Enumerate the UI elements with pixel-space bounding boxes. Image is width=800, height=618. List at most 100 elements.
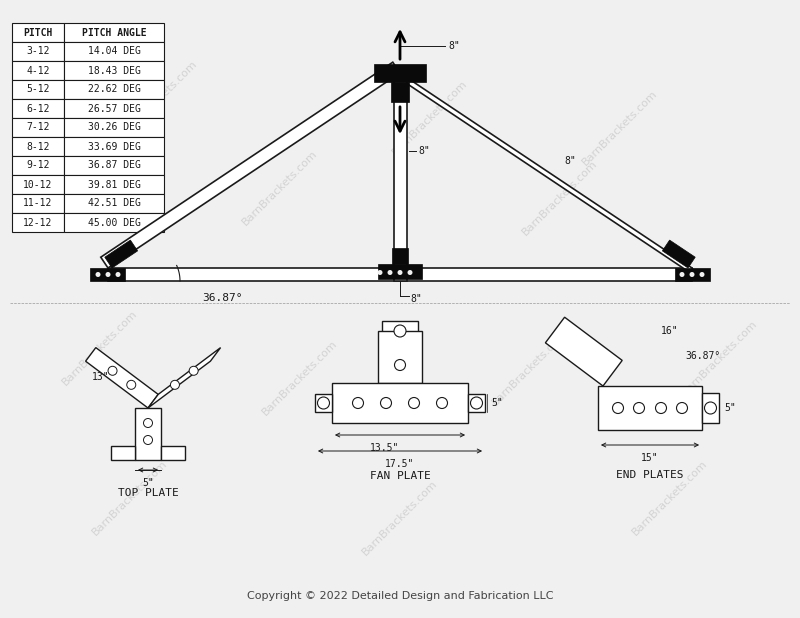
Polygon shape <box>662 240 695 268</box>
Text: 4-12: 4-12 <box>26 66 50 75</box>
Text: 33.69 DEG: 33.69 DEG <box>87 142 141 151</box>
Circle shape <box>407 270 413 275</box>
Text: 8-12: 8-12 <box>26 142 50 151</box>
Polygon shape <box>64 118 164 137</box>
Polygon shape <box>394 73 406 281</box>
Text: 15": 15" <box>641 453 659 463</box>
Text: PITCH ANGLE: PITCH ANGLE <box>82 27 146 38</box>
Polygon shape <box>135 408 161 460</box>
Circle shape <box>398 270 402 275</box>
Polygon shape <box>12 99 64 118</box>
Circle shape <box>189 366 198 375</box>
Polygon shape <box>12 213 64 232</box>
Polygon shape <box>12 61 64 80</box>
Text: 36.87 DEG: 36.87 DEG <box>87 161 141 171</box>
Polygon shape <box>400 73 699 279</box>
Circle shape <box>613 402 623 413</box>
Text: 13.5": 13.5" <box>370 443 400 453</box>
Text: 17.5": 17.5" <box>386 459 414 469</box>
Text: 7-12: 7-12 <box>26 122 50 132</box>
Text: BarnBrackets.com: BarnBrackets.com <box>390 78 470 158</box>
Text: 45.00 DEG: 45.00 DEG <box>87 218 141 227</box>
Text: 8": 8" <box>448 41 460 51</box>
Circle shape <box>318 397 330 409</box>
Text: 26.57 DEG: 26.57 DEG <box>87 103 141 114</box>
Polygon shape <box>392 248 408 264</box>
Text: 16": 16" <box>661 326 679 336</box>
Polygon shape <box>12 156 64 175</box>
Polygon shape <box>12 175 64 194</box>
Text: BarnBrackets.com: BarnBrackets.com <box>581 88 659 167</box>
Text: BarnBrackets.com: BarnBrackets.com <box>61 308 139 387</box>
Text: 36.87°: 36.87° <box>685 351 720 361</box>
Circle shape <box>655 402 666 413</box>
Text: 6-12: 6-12 <box>26 103 50 114</box>
Text: 9-12: 9-12 <box>26 161 50 171</box>
Text: BarnBrackets.com: BarnBrackets.com <box>490 329 570 407</box>
Text: 13": 13" <box>92 371 110 381</box>
Polygon shape <box>382 321 418 349</box>
Circle shape <box>394 360 406 371</box>
Circle shape <box>634 402 645 413</box>
Text: 39.81 DEG: 39.81 DEG <box>87 179 141 190</box>
Polygon shape <box>108 268 692 281</box>
Polygon shape <box>64 99 164 118</box>
Text: 18.43 DEG: 18.43 DEG <box>87 66 141 75</box>
Text: 3-12: 3-12 <box>26 46 50 56</box>
Polygon shape <box>64 80 164 99</box>
Text: 36.87°: 36.87° <box>202 293 242 303</box>
Circle shape <box>378 270 382 275</box>
Polygon shape <box>702 393 719 423</box>
Polygon shape <box>64 61 164 80</box>
Circle shape <box>409 397 419 408</box>
Circle shape <box>95 272 101 277</box>
Circle shape <box>353 397 363 408</box>
Text: 8": 8" <box>410 294 422 304</box>
Text: BarnBrackets.com: BarnBrackets.com <box>630 459 710 538</box>
Circle shape <box>470 397 482 409</box>
Polygon shape <box>12 194 64 213</box>
Polygon shape <box>101 62 400 268</box>
Polygon shape <box>64 23 164 42</box>
Circle shape <box>679 272 685 277</box>
Circle shape <box>705 402 717 414</box>
Polygon shape <box>12 80 64 99</box>
Text: BarnBrackets.com: BarnBrackets.com <box>681 318 759 397</box>
Circle shape <box>381 397 391 408</box>
Text: Copyright © 2022 Detailed Design and Fabrication LLC: Copyright © 2022 Detailed Design and Fab… <box>246 591 554 601</box>
Polygon shape <box>374 64 426 82</box>
Polygon shape <box>12 137 64 156</box>
Polygon shape <box>315 394 332 412</box>
Circle shape <box>143 418 153 428</box>
Polygon shape <box>468 394 485 412</box>
Text: PITCH: PITCH <box>23 27 53 38</box>
Text: 8": 8" <box>418 145 430 156</box>
Text: BarnBrackets.com: BarnBrackets.com <box>361 478 439 557</box>
Text: 5": 5" <box>491 398 502 408</box>
Text: 8": 8" <box>564 156 576 166</box>
Text: 10-12: 10-12 <box>23 179 53 190</box>
Text: 5-12: 5-12 <box>26 85 50 95</box>
Polygon shape <box>64 42 164 61</box>
Circle shape <box>677 402 687 413</box>
Text: 11-12: 11-12 <box>23 198 53 208</box>
Polygon shape <box>105 240 138 268</box>
Polygon shape <box>12 23 64 42</box>
Text: 14.04 DEG: 14.04 DEG <box>87 46 141 56</box>
Text: 42.51 DEG: 42.51 DEG <box>87 198 141 208</box>
Polygon shape <box>64 213 164 232</box>
Text: FAN PLATE: FAN PLATE <box>370 471 430 481</box>
Circle shape <box>106 272 110 277</box>
Polygon shape <box>546 317 622 386</box>
Text: 22.62 DEG: 22.62 DEG <box>87 85 141 95</box>
Text: BarnBrackets.com: BarnBrackets.com <box>121 59 199 138</box>
Text: BarnBrackets.com: BarnBrackets.com <box>521 158 599 237</box>
Circle shape <box>699 272 705 277</box>
Polygon shape <box>598 386 702 430</box>
Polygon shape <box>64 137 164 156</box>
Text: BarnBrackets.com: BarnBrackets.com <box>90 459 170 538</box>
Circle shape <box>170 380 179 389</box>
Circle shape <box>108 366 117 375</box>
Text: 5": 5" <box>724 403 736 413</box>
Polygon shape <box>674 268 710 281</box>
